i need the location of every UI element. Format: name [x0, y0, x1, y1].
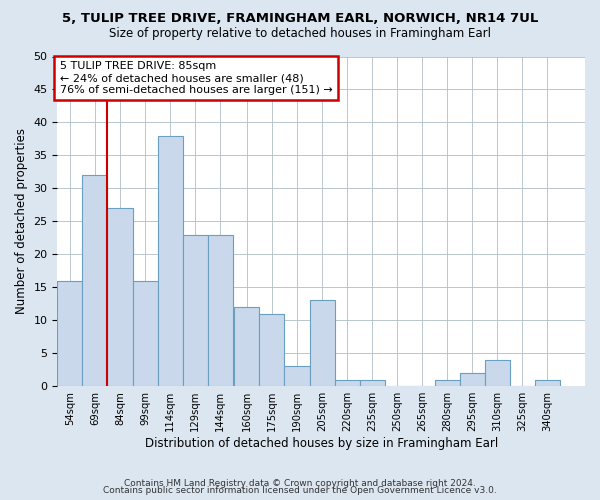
- Bar: [310, 300, 335, 386]
- Bar: [485, 360, 510, 386]
- Bar: [208, 234, 233, 386]
- Bar: [82, 175, 107, 386]
- Bar: [435, 380, 460, 386]
- Bar: [58, 280, 82, 386]
- Bar: [460, 373, 485, 386]
- Bar: [182, 234, 208, 386]
- Bar: [359, 380, 385, 386]
- Bar: [158, 136, 182, 386]
- X-axis label: Distribution of detached houses by size in Framingham Earl: Distribution of detached houses by size …: [145, 437, 498, 450]
- Text: 5, TULIP TREE DRIVE, FRAMINGHAM EARL, NORWICH, NR14 7UL: 5, TULIP TREE DRIVE, FRAMINGHAM EARL, NO…: [62, 12, 538, 26]
- Bar: [284, 366, 310, 386]
- Bar: [535, 380, 560, 386]
- Bar: [107, 208, 133, 386]
- Text: Size of property relative to detached houses in Framingham Earl: Size of property relative to detached ho…: [109, 28, 491, 40]
- Bar: [335, 380, 359, 386]
- Bar: [235, 307, 259, 386]
- Text: 5 TULIP TREE DRIVE: 85sqm
← 24% of detached houses are smaller (48)
76% of semi-: 5 TULIP TREE DRIVE: 85sqm ← 24% of detac…: [60, 62, 333, 94]
- Y-axis label: Number of detached properties: Number of detached properties: [15, 128, 28, 314]
- Text: Contains HM Land Registry data © Crown copyright and database right 2024.: Contains HM Land Registry data © Crown c…: [124, 478, 476, 488]
- Bar: [259, 314, 284, 386]
- Bar: [133, 280, 158, 386]
- Text: Contains public sector information licensed under the Open Government Licence v3: Contains public sector information licen…: [103, 486, 497, 495]
